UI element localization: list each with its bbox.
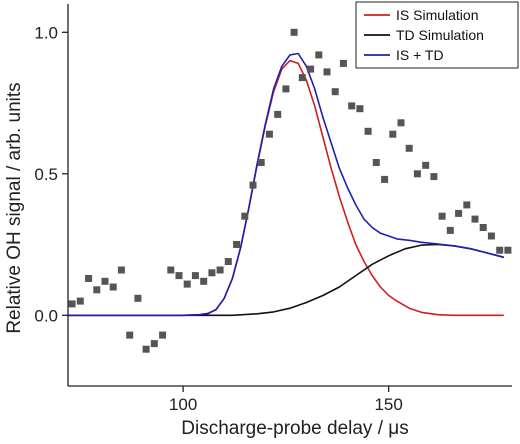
data-point [463, 201, 471, 209]
data-point [109, 283, 117, 291]
data-point [323, 68, 331, 76]
series-line [68, 59, 504, 317]
data-point [183, 280, 191, 288]
data-point [356, 105, 364, 113]
data-point [200, 277, 208, 285]
data-point [290, 28, 298, 36]
data-point [331, 88, 339, 96]
series-line [68, 52, 505, 317]
data-point [348, 102, 356, 110]
data-point [405, 144, 413, 152]
y-axis-label: Relative OH signal / arb. units [4, 82, 25, 333]
x-tick-label: 100 [169, 395, 197, 414]
data-point [364, 127, 372, 135]
legend-label: IS Simulation [396, 7, 478, 23]
data-point [175, 272, 183, 280]
data-point [93, 286, 101, 294]
data-point [265, 130, 273, 138]
data-point [191, 272, 199, 280]
data-point [430, 173, 438, 181]
data-point [455, 209, 463, 217]
legend: IS Simulation TD Simulation IS + TD [355, 1, 519, 69]
data-point [159, 331, 167, 339]
data-point [438, 212, 446, 220]
legend-label: IS + TD [396, 47, 444, 63]
data-point [126, 331, 134, 339]
y-tick-label: 0.5 [34, 165, 58, 184]
data-point [479, 224, 487, 231]
data-point [381, 175, 389, 183]
data-point [150, 340, 158, 348]
data-point [413, 170, 421, 178]
legend-label: TD Simulation [396, 27, 484, 43]
data-point [282, 85, 290, 93]
data-points [68, 28, 512, 353]
data-point [167, 266, 175, 274]
data-point [397, 119, 405, 127]
x-tick-label: 150 [374, 395, 402, 414]
data-point [208, 269, 216, 277]
data-point [101, 277, 109, 285]
axes: 100 150 0.0 0.5 1.0 [34, 4, 512, 414]
data-point [85, 275, 93, 282]
data-point [142, 345, 150, 353]
data-point [241, 212, 249, 220]
data-point [134, 294, 142, 302]
data-point [389, 130, 397, 138]
data-point [471, 215, 479, 223]
data-point [504, 246, 512, 254]
data-point [446, 226, 454, 234]
data-point [233, 241, 241, 248]
data-point [339, 59, 347, 67]
data-point [68, 300, 76, 308]
y-tick-label: 1.0 [34, 23, 58, 42]
x-axis-label: Discharge-probe delay / μs [181, 418, 408, 439]
data-point [249, 181, 257, 189]
data-point [487, 232, 495, 240]
data-point [298, 74, 306, 82]
y-tick-label: 0.0 [34, 306, 58, 325]
data-point [257, 159, 265, 166]
data-point [372, 159, 380, 166]
data-point [307, 65, 315, 73]
series-curves [68, 52, 505, 317]
data-point [496, 246, 504, 254]
series-line [68, 243, 505, 317]
data-point [216, 266, 224, 274]
data-point [274, 110, 282, 118]
data-point [117, 266, 125, 274]
data-point [224, 258, 232, 265]
data-point [315, 51, 323, 59]
data-point [76, 297, 84, 305]
data-point [422, 161, 430, 169]
